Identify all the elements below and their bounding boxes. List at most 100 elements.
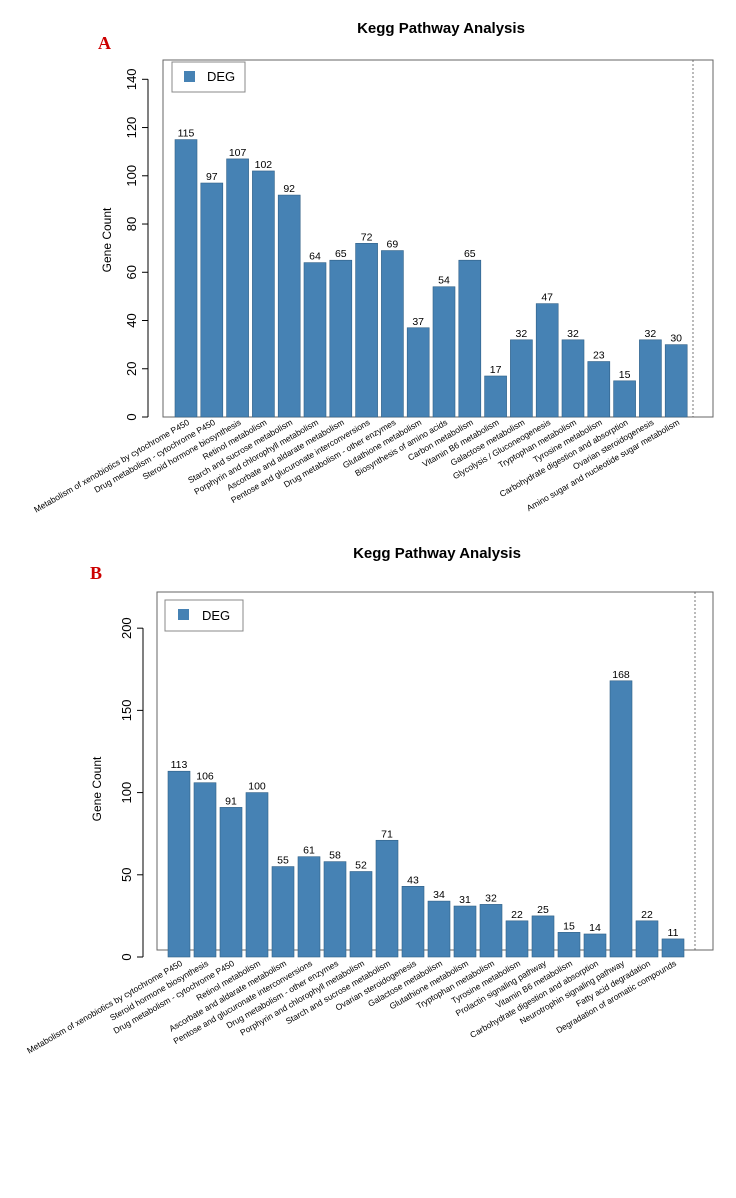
y-tick-label: 150 [119, 700, 134, 722]
bar-value-label: 102 [255, 159, 273, 171]
legend-swatch [184, 71, 195, 82]
y-tick-label: 60 [124, 265, 139, 279]
bar-value-label: 113 [171, 759, 188, 771]
bar [167, 770, 191, 958]
bar [510, 339, 533, 418]
bar-value-label: 32 [516, 328, 528, 340]
value-label-group: 113 106 91 100 55 61 58 52 71 43 34 31 32 22 25 15 14 168… [171, 669, 679, 939]
bar-group [174, 139, 688, 418]
bar-value-label: 15 [619, 369, 631, 381]
y-tick-label: 40 [124, 313, 139, 327]
bar [661, 938, 685, 958]
bar [664, 344, 688, 418]
bar-value-label: 22 [511, 909, 523, 921]
y-axis: 0 20 40 60 80 100 120 140 [124, 68, 149, 421]
bar [355, 243, 378, 418]
bar-value-label: 32 [645, 328, 657, 340]
bar-value-label: 14 [589, 922, 601, 934]
value-label-group: 115 97 107 102 92 64 65 72 69 37 54 65 17 32 47 32 23 15 3… [178, 128, 683, 381]
bar [583, 933, 607, 958]
bar [381, 250, 404, 418]
y-tick-label: 80 [124, 217, 139, 231]
bar [226, 158, 249, 418]
bar-value-label: 106 [196, 771, 214, 783]
bar [329, 259, 353, 418]
bar [375, 839, 399, 958]
bar [427, 900, 451, 958]
bar-value-label: 32 [567, 328, 579, 340]
bar-value-label: 30 [670, 333, 682, 345]
panel-letter: A [98, 33, 111, 53]
bar [349, 871, 373, 958]
y-axis-label: Gene Count [100, 207, 114, 272]
legend: DEG [164, 599, 244, 632]
y-tick-label: 100 [119, 782, 134, 804]
y-tick-label: 100 [124, 165, 139, 187]
bar-value-label: 92 [283, 183, 295, 195]
bar-value-label: 115 [178, 128, 195, 140]
legend-label: DEG [202, 608, 230, 623]
bar [193, 782, 217, 958]
bar-value-label: 32 [485, 892, 497, 904]
bar-value-label: 43 [407, 874, 419, 886]
bar-value-label: 72 [361, 231, 373, 243]
bar-value-label: 23 [593, 350, 605, 362]
bar-value-label: 107 [229, 147, 247, 159]
bar-value-label: 34 [433, 889, 445, 901]
bar [245, 792, 269, 958]
bar-value-label: 168 [612, 669, 630, 681]
chart-title: Kegg Pathway Analysis [353, 545, 521, 562]
bar [252, 170, 275, 418]
bar [613, 380, 636, 418]
bar [561, 339, 585, 418]
bar-value-label: 11 [668, 927, 679, 939]
bar [432, 286, 456, 418]
bar-value-label: 17 [490, 364, 502, 376]
bar [531, 915, 555, 958]
bar [609, 680, 633, 958]
bar [535, 303, 559, 418]
chart-title: Kegg Pathway Analysis [357, 20, 525, 37]
bar-value-label: 65 [335, 248, 347, 260]
bar-value-label: 25 [537, 904, 549, 916]
panel-letter: B [90, 563, 102, 583]
bar-value-label: 58 [329, 850, 341, 862]
y-tick-label: 50 [119, 868, 134, 882]
bar-value-label: 61 [303, 845, 315, 857]
y-tick-label: 200 [119, 617, 134, 639]
bar [505, 920, 529, 958]
bar [277, 194, 301, 418]
bar-value-label: 65 [464, 248, 476, 260]
y-tick-label: 20 [124, 362, 139, 376]
legend-label: DEG [207, 69, 235, 84]
bar-value-label: 52 [355, 860, 367, 872]
bar-value-label: 71 [381, 828, 393, 840]
bar-value-label: 91 [225, 795, 237, 807]
bar [174, 139, 198, 418]
bar-value-label: 15 [563, 920, 575, 932]
y-tick-label: 120 [124, 117, 139, 139]
y-tick-label: 140 [124, 68, 139, 90]
bar [484, 375, 507, 418]
bar [323, 861, 347, 958]
y-tick-label: 0 [119, 953, 134, 960]
bar [458, 259, 482, 418]
bar [200, 182, 224, 418]
bar-value-label: 31 [459, 894, 471, 906]
legend: DEG [171, 61, 246, 93]
bar [479, 904, 503, 958]
bar [635, 920, 659, 958]
bar [587, 361, 611, 418]
bar-value-label: 100 [248, 781, 266, 793]
bar-value-label: 47 [541, 292, 553, 304]
bar-value-label: 37 [412, 316, 424, 328]
bar-value-label: 97 [206, 171, 218, 183]
y-axis-label: Gene Count [90, 756, 104, 821]
legend-swatch [178, 609, 189, 620]
y-tick-label: 0 [124, 413, 139, 420]
bar [406, 327, 430, 418]
y-axis: 0 50 100 150 200 [119, 617, 144, 961]
bar [453, 905, 477, 958]
bar-value-label: 55 [277, 855, 289, 867]
